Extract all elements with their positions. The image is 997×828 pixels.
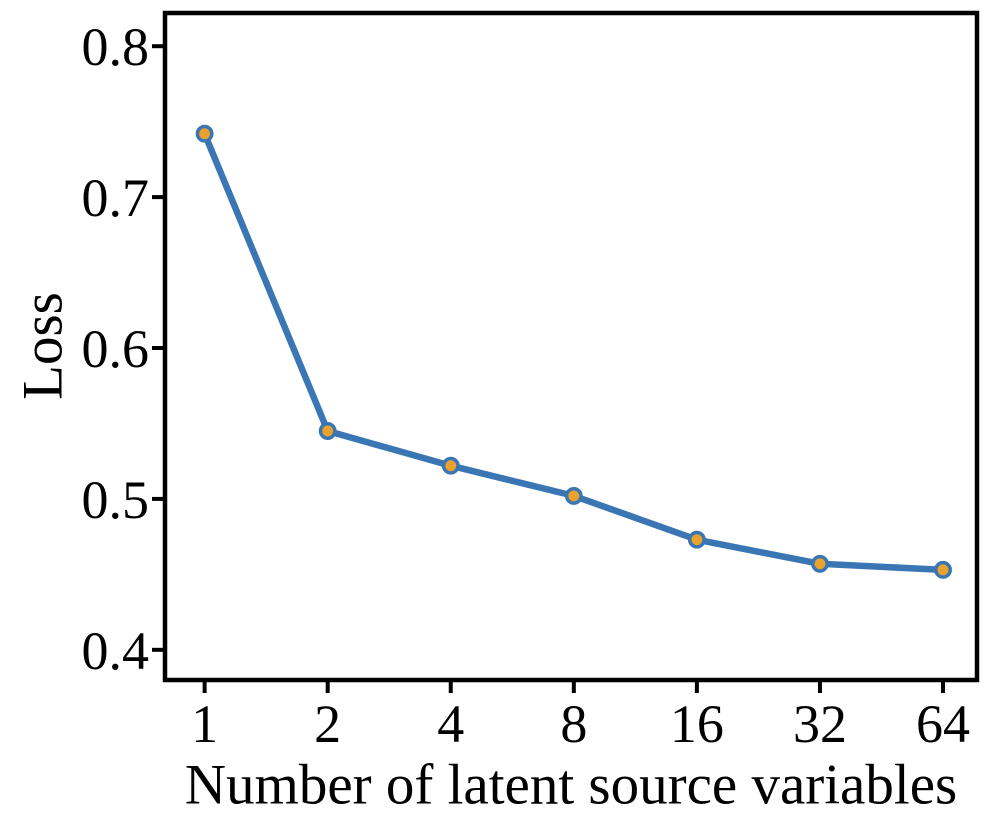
x-tick-label: 4 <box>437 694 464 754</box>
plot-area <box>165 13 977 680</box>
y-tick-label: 0.5 <box>82 470 150 530</box>
x-tick-label: 16 <box>670 694 724 754</box>
data-point-marker <box>687 530 706 549</box>
y-tick-label: 0.6 <box>82 319 150 379</box>
y-axis-label: Loss <box>11 292 75 400</box>
data-point-marker <box>441 456 460 475</box>
y-tick-label: 0.8 <box>82 17 150 77</box>
x-tick-label: 64 <box>916 694 970 754</box>
data-point-marker <box>811 554 829 573</box>
x-tick-label: 2 <box>314 694 341 754</box>
data-point-marker <box>195 124 214 143</box>
y-tick-label: 0.7 <box>82 168 150 228</box>
axes-frame <box>162 10 980 683</box>
y-tick-label: 0.4 <box>82 621 150 681</box>
data-point-marker <box>564 486 583 505</box>
x-axis-label: Number of latent source variables <box>184 753 958 817</box>
x-tick-label: 32 <box>793 694 847 754</box>
x-tick-label: 1 <box>191 694 218 754</box>
data-point-marker <box>318 422 337 440</box>
data-point-marker <box>934 560 952 579</box>
x-tick-label: 8 <box>560 694 587 754</box>
